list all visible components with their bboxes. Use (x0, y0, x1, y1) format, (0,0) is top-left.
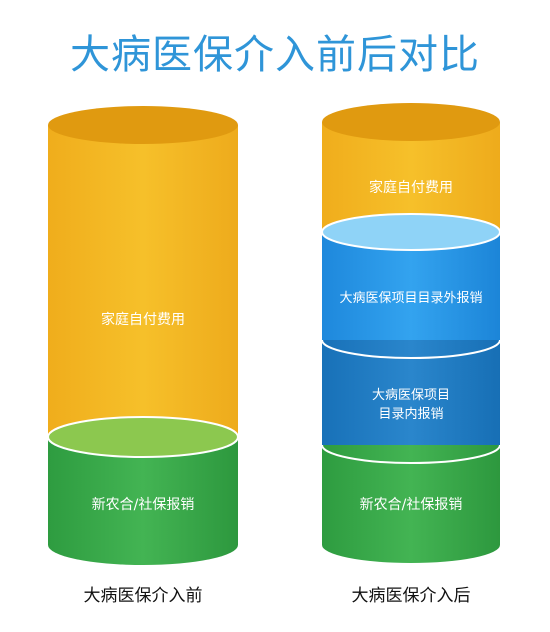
label-inside-catalog-line2-after: 目录内报销 (378, 406, 443, 422)
segment-ncms-reimbursement-before (48, 437, 238, 565)
segment-ncms-reimbursement-after (322, 445, 500, 563)
segment-inside-catalog-after (322, 340, 500, 463)
cylinder-top-after (322, 103, 500, 141)
cylinder-after: 家庭自付费用 大病医保项目目录外报销 大病医保项目 目录内报销 新农合/社保报销 (321, 103, 501, 563)
blue-top-ellipse-after (321, 213, 501, 251)
label-inside-catalog-line1-after: 大病医保项目 (372, 388, 450, 403)
segment-outside-catalog-after (322, 232, 500, 358)
green-divider-after (321, 444, 501, 464)
page-title: 大病医保介入前后对比 (70, 32, 480, 78)
label-outside-catalog-after: 大病医保项目目录外报销 (339, 291, 482, 306)
caption-after: 大病医保介入后 (352, 586, 471, 606)
label-family-self-pay-before: 家庭自付费用 (101, 311, 185, 328)
cylinder-before: 家庭自付费用 新农合/社保报销 (47, 106, 239, 565)
blue-divider-after (321, 339, 501, 359)
cylinder-top-before (48, 106, 238, 144)
green-top-ellipse-before (47, 416, 239, 458)
label-ncms-reimbursement-before: 新农合/社保报销 (92, 497, 195, 513)
label-ncms-reimbursement-after: 新农合/社保报销 (360, 497, 463, 513)
caption-before: 大病医保介入前 (84, 586, 203, 606)
label-family-self-pay-after: 家庭自付费用 (369, 179, 453, 196)
segment-family-self-pay-before (48, 125, 238, 457)
